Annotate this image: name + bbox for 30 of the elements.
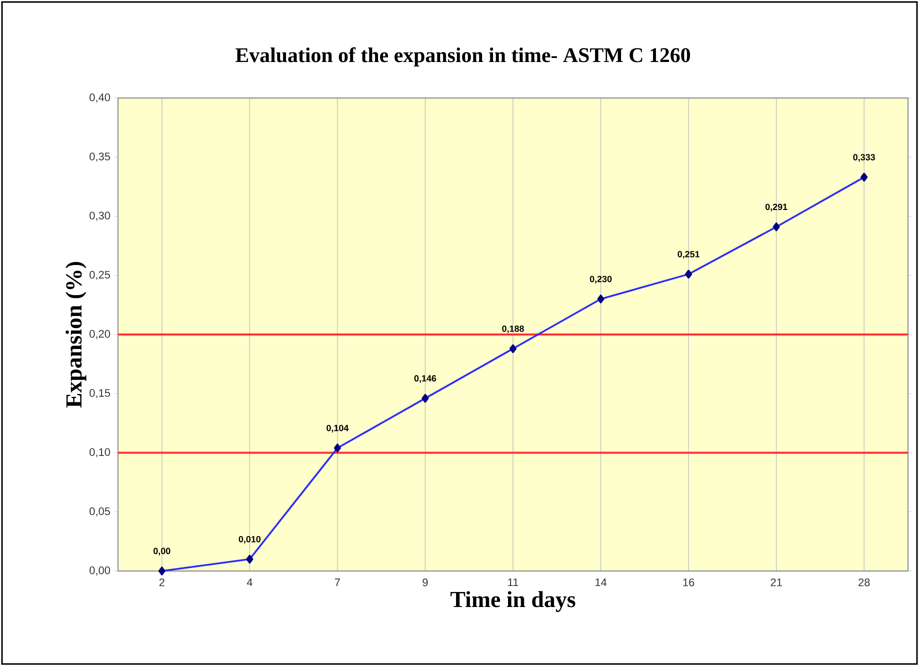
y-tick-label: 0,35 xyxy=(90,152,110,162)
y-tick-label: 0,40 xyxy=(90,93,110,103)
x-tick-label: 28 xyxy=(858,578,870,586)
y-tick-label: 0,15 xyxy=(90,389,110,398)
y-tick-label: 0,05 xyxy=(90,507,110,516)
x-axis-title: Time in days xyxy=(450,591,576,612)
x-tick-label: 9 xyxy=(422,578,428,586)
chart-title: Evaluation of the expansion in time- ASTM C 1260 xyxy=(236,47,690,66)
y-tick-label: 0,30 xyxy=(90,212,110,221)
x-tick-label: 14 xyxy=(596,578,607,586)
data-label: 0,251 xyxy=(678,251,700,259)
data-label: 0,291 xyxy=(765,204,788,212)
data-label: 0,104 xyxy=(326,424,349,432)
x-tick-label: 4 xyxy=(246,578,252,586)
y-tick-label: 0,25 xyxy=(90,270,110,280)
data-label: 0,230 xyxy=(590,276,612,284)
data-label: 0,010 xyxy=(238,536,261,544)
x-tick-label: 21 xyxy=(770,578,782,586)
data-label: 0,146 xyxy=(414,375,436,383)
x-tick-label: 11 xyxy=(508,578,518,586)
data-label: 0,00 xyxy=(154,548,170,556)
y-tick-label: 0,10 xyxy=(90,448,110,458)
data-label: 0,333 xyxy=(853,154,875,162)
x-tick-label: 7 xyxy=(334,578,340,586)
y-tick-label: 0,00 xyxy=(90,566,110,576)
data-label: 0,188 xyxy=(502,326,524,334)
x-tick-label: 16 xyxy=(683,578,694,586)
y-tick-label: 0,20 xyxy=(90,330,110,340)
y-axis-title: Expansion (%) xyxy=(66,262,86,408)
x-tick-label: 2 xyxy=(159,578,164,586)
